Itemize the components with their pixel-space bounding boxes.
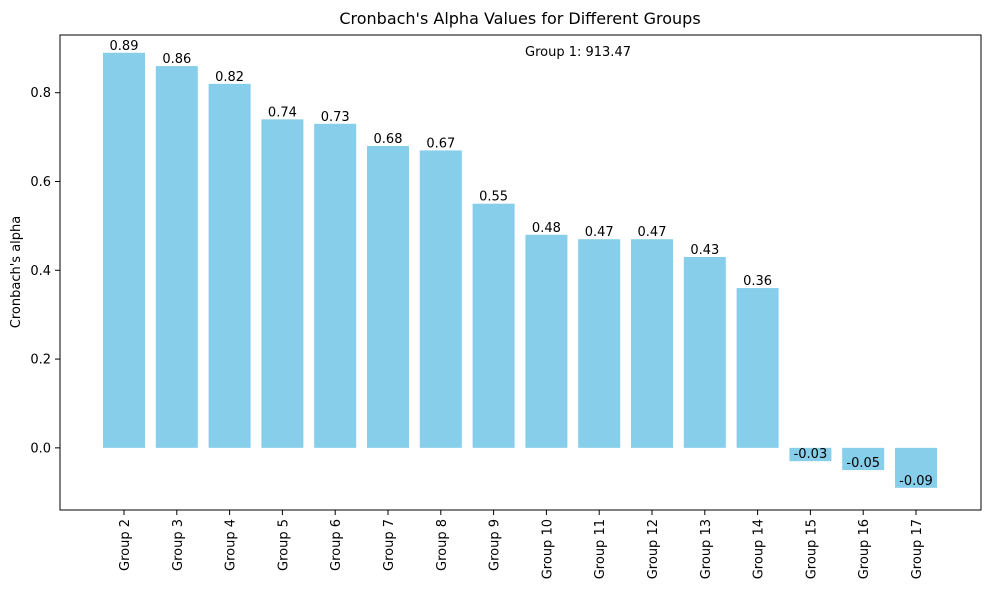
bar	[367, 145, 409, 448]
x-tick-label: Group 5	[276, 519, 291, 571]
y-axis: 0.0 0.2 0.4 0.6 0.8	[30, 86, 60, 456]
y-tick-label: 0.6	[30, 175, 51, 190]
bar-value-label: 0.48	[532, 221, 561, 236]
bar-value-label: -0.03	[794, 447, 828, 462]
x-tick-label: Group 11	[593, 519, 608, 579]
bar	[155, 66, 198, 448]
data-labels-group: 0.89 0.86 0.82 0.74 0.73 0.68 0.67 0.55 0.48 0.47…	[110, 39, 933, 489]
y-tick-label: 0.2	[30, 353, 51, 368]
bar	[736, 288, 779, 448]
bar-value-label: 0.47	[585, 225, 614, 240]
bar-value-label: 0.47	[638, 225, 667, 240]
bar	[789, 447, 832, 462]
bar-value-label: 0.82	[215, 70, 244, 85]
bar	[472, 203, 515, 448]
chart-annotation: Group 1: 913.47	[525, 45, 631, 60]
x-tick-label: Group 12	[646, 519, 661, 579]
bar-value-label: 0.89	[110, 39, 139, 54]
x-tick-label: Group 13	[699, 519, 714, 579]
chart-title: Cronbach's Alpha Values for Different Gr…	[339, 9, 700, 28]
bar-value-label: 0.74	[268, 105, 297, 120]
bar-value-label: 0.68	[374, 132, 403, 147]
x-tick-label: Group 16	[857, 519, 872, 579]
bar	[842, 447, 885, 471]
y-axis-label: Cronbach's alpha	[9, 216, 24, 328]
bar	[683, 256, 726, 448]
x-tick-label: Group 6	[329, 519, 344, 571]
x-tick-label: Group 3	[171, 519, 186, 571]
bar	[525, 234, 568, 448]
bar	[419, 150, 462, 448]
bar-value-label: 0.67	[426, 136, 455, 151]
bar	[578, 239, 621, 448]
y-tick-label: 0.8	[30, 86, 51, 101]
x-tick-label: Group 4	[224, 519, 239, 571]
x-tick-label: Group 8	[435, 519, 450, 571]
bars-group	[103, 52, 937, 488]
y-tick-label: 0.0	[30, 441, 51, 456]
bar	[314, 123, 357, 448]
x-tick-label: Group 14	[752, 519, 767, 579]
bar-value-label: -0.09	[899, 474, 933, 489]
bar-value-label: 0.86	[162, 52, 191, 67]
bar-value-label: -0.05	[846, 456, 880, 471]
plot-area	[59, 34, 982, 511]
bar	[103, 52, 145, 448]
x-tick-label: Group 7	[382, 519, 397, 571]
x-tick-label: Group 9	[488, 519, 503, 571]
bar-value-label: 0.55	[479, 190, 508, 205]
bar-value-label: 0.43	[690, 243, 719, 258]
bar-value-label: 0.36	[743, 274, 772, 289]
bar	[261, 119, 304, 448]
bar	[631, 239, 673, 448]
x-tick-label: Group 17	[910, 519, 925, 579]
bar-value-label: 0.73	[321, 110, 350, 125]
bar	[895, 447, 937, 488]
x-tick-label: Group 10	[540, 519, 555, 579]
y-tick-label: 0.4	[30, 264, 51, 279]
x-tick-label: Group 2	[118, 519, 133, 571]
x-axis: Group 2 Group 3 Group 4 Group 5 Group 6 Group…	[118, 510, 925, 579]
bar	[208, 83, 251, 448]
x-tick-label: Group 15	[804, 519, 819, 579]
